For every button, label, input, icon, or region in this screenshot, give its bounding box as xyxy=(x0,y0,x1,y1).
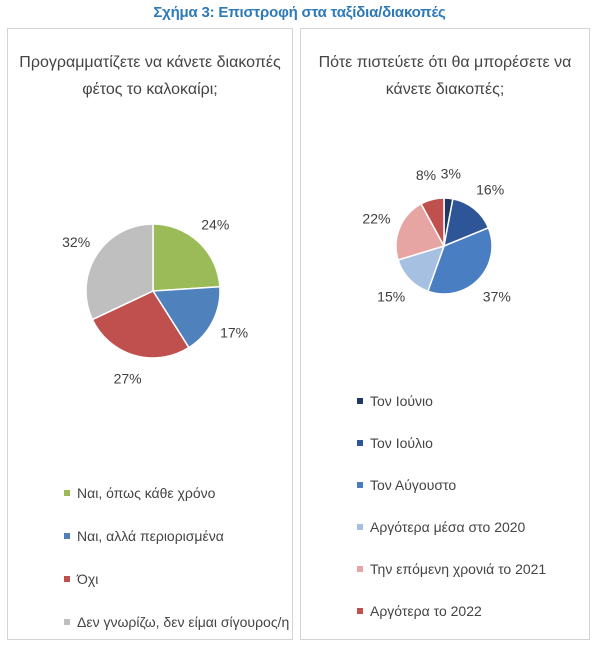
legend-item: Ναι, όπως κάθε χρόνο xyxy=(64,481,289,505)
legend-item: Τον Ιούλιο xyxy=(357,431,546,455)
legend-swatch xyxy=(64,576,70,583)
pie-slice xyxy=(152,223,221,292)
legend-label: Αργότερα το 2022 xyxy=(370,603,482,619)
legend-item: Αργότερα μέσα στο 2020 xyxy=(357,515,546,539)
legend-swatch xyxy=(357,566,363,573)
legend-label: Αργότερα μέσα στο 2020 xyxy=(370,519,526,535)
data-label: 16% xyxy=(476,181,504,197)
legend-item: Την επόμενη χρονιά το 2021 xyxy=(357,557,546,581)
data-label: 17% xyxy=(220,324,248,340)
legend-item: Τον Ιούνιο xyxy=(357,389,546,413)
data-label: 8% xyxy=(416,167,436,183)
pie-slice xyxy=(91,290,190,359)
legend-swatch xyxy=(357,524,363,531)
legend-label: Ναι, αλλά περιορισμένα xyxy=(77,528,224,544)
legend-label: Τον Αύγουστο xyxy=(370,477,457,493)
legend-item: Όχι xyxy=(64,567,289,591)
data-label: 27% xyxy=(114,370,142,386)
legend-swatch xyxy=(357,440,363,447)
legend-item: Δεν γνωρίζω, δεν είμαι σίγουρος/η xyxy=(64,610,289,634)
pie-slice xyxy=(420,197,445,247)
legend-swatch xyxy=(357,398,363,405)
chart-title-summer-plans: Προγραμματίζετε να κάνετε διακοπές φέτος… xyxy=(19,54,281,98)
legend-label: Την επόμενη χρονιά το 2021 xyxy=(370,561,547,577)
legend-item: Τον Αύγουστο xyxy=(357,473,546,497)
pie-slice xyxy=(443,197,490,248)
legend-label: Τον Ιούνιο xyxy=(370,393,433,409)
pie-slice xyxy=(395,202,446,261)
data-label: 15% xyxy=(377,288,405,304)
data-label: 24% xyxy=(201,217,229,233)
legend-swatch xyxy=(64,533,70,540)
legend-swatch xyxy=(64,490,70,497)
legend-label: Τον Ιούλιο xyxy=(370,435,433,451)
chart-panel-summer-plans: Προγραμματίζετε να κάνετε διακοπές φέτος… xyxy=(7,28,293,640)
data-label: 3% xyxy=(441,165,461,181)
legend-swatch xyxy=(357,482,363,489)
legend-item: Αργότερα το 2022 xyxy=(357,599,546,623)
chart-panel-vacation-timing: Πότε πιστεύετε ότι θα μπορέσετε να κάνετ… xyxy=(300,28,590,640)
data-label: 22% xyxy=(362,210,390,226)
figure-title: Σχήμα 3: Επιστροφή στα ταξίδια/διακοπές xyxy=(153,4,446,21)
data-label: 37% xyxy=(483,288,511,304)
pie-slice xyxy=(426,226,493,295)
pie-slice xyxy=(85,223,154,321)
legend-label: Όχι xyxy=(77,571,99,587)
chart-title-vacation-timing: Πότε πιστεύετε ότι θα μπορέσετε να κάνετ… xyxy=(318,54,572,98)
legend-label: Δεν γνωρίζω, δεν είμαι σίγουρος/η xyxy=(77,614,290,630)
legend-vacation-timing: Τον Ιούνιο Τον Ιούλιο Τον Αύγουστο Αργότερα… xyxy=(357,389,546,641)
legend-swatch xyxy=(357,608,363,615)
pie-chart-summer-plans: 24% 17% 27% 32% xyxy=(62,217,248,387)
legend-summer-plans: Ναι, όπως κάθε χρόνο Ναι, αλλά περιορισμέ… xyxy=(64,481,289,653)
legend-swatch xyxy=(64,619,70,626)
data-label: 32% xyxy=(62,234,90,250)
pie-chart-vacation-timing: 3% 16% 37% 15% 22% 8% xyxy=(362,165,511,304)
pie-slice xyxy=(151,285,221,349)
legend-label: Ναι, όπως κάθε χρόνο xyxy=(77,485,216,501)
legend-item: Ναι, αλλά περιορισμένα xyxy=(64,524,289,548)
